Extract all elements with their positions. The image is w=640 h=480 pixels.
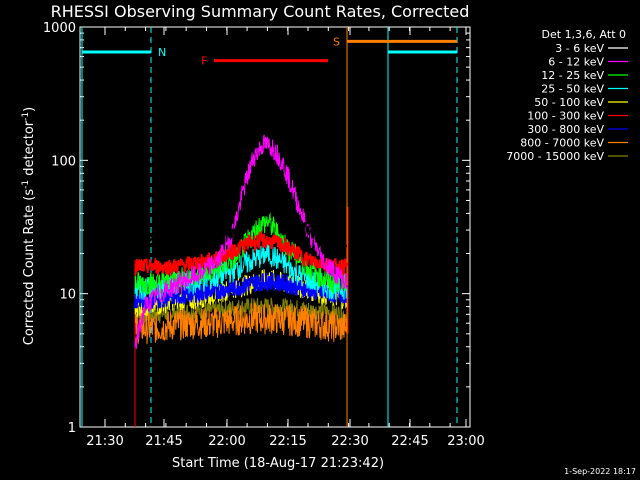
legend-label-1: 6 - 12 keV	[548, 56, 604, 69]
flag-markers: N F S	[82, 35, 457, 68]
footer-date: 1-Sep-2022 18:17	[564, 467, 636, 476]
legend-header: Det 1,3,6, Att 0	[542, 28, 626, 41]
x-tick-label-3: 22:15	[269, 434, 306, 449]
x-axis: 21:30 21:45 22:00 22:15 22:30 22:45 23:00	[86, 27, 485, 449]
legend-label-3: 25 - 50 keV	[541, 83, 604, 96]
x-tick-label-5: 22:45	[391, 434, 428, 449]
flag-s-label: S	[333, 35, 340, 48]
x-tick-label-4: 22:30	[331, 434, 368, 449]
series-3	[134, 241, 348, 301]
legend-label-0: 3 - 6 keV	[555, 42, 604, 55]
series-group	[134, 134, 349, 350]
y-axis-label: Corrected Count Rate (s-1 detector-1)	[21, 107, 37, 345]
x-tick-label-2: 22:00	[208, 434, 245, 449]
flag-f-label: F	[201, 55, 207, 68]
legend-label-4: 50 - 100 keV	[534, 96, 604, 109]
legend-label-7: 800 - 7000 keV	[520, 137, 604, 150]
y-tick-label-1: 10	[59, 288, 76, 303]
chart-title: RHESSI Observing Summary Count Rates, Co…	[51, 2, 470, 21]
legend-label-6: 300 - 800 keV	[527, 123, 604, 136]
x-tick-label-6: 23:00	[447, 434, 484, 449]
y-axis-label-text: Corrected Count Rate (s-1 detector-1)	[21, 107, 37, 345]
x-axis-label: Start Time (18-Aug-17 21:23:42)	[172, 456, 384, 471]
plot-border	[79, 26, 471, 428]
plot-frame	[79, 26, 471, 428]
series-7	[134, 302, 348, 345]
legend-label-5: 100 - 300 keV	[527, 110, 604, 123]
instrument-state-lines	[81, 27, 458, 427]
y-tick-label-3: 1000	[43, 21, 76, 36]
series-1	[134, 134, 348, 350]
y-tick-label-0: 1	[68, 421, 76, 436]
series-5	[134, 229, 348, 278]
y-tick-label-2: 100	[51, 154, 76, 169]
x-tick-label-1: 21:45	[145, 434, 182, 449]
legend-label-2: 12 - 25 keV	[541, 69, 604, 82]
legend-label-8: 7000 - 15000 keV	[506, 150, 604, 163]
series-0	[134, 199, 348, 256]
x-tick-label-0: 21:30	[86, 434, 123, 449]
flag-n-label: N	[158, 46, 166, 59]
